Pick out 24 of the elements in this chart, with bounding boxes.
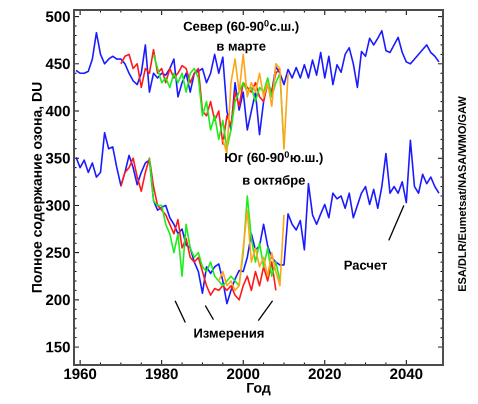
annotation: Расчет — [344, 260, 387, 270]
annotation: Измерения — [194, 328, 264, 340]
y-tick-label: 150 — [46, 342, 70, 352]
x-tick-label: 1980 — [146, 368, 178, 380]
annotation: Север (60-90$^{0}$с.ш.) — [184, 20, 299, 34]
line-series — [75, 132, 440, 304]
annotation: в марте — [217, 44, 266, 54]
y-tick-label: 500 — [46, 11, 70, 22]
y-tick-label: 300 — [46, 200, 70, 211]
annotation: Юг (60-90$^{0}$ю.ш.) — [225, 151, 323, 165]
text: ESA/DLR/Eumetsat/NASA/WMO/GAW — [458, 96, 466, 292]
y-axis-title: Полное содержание озона, DU — [32, 82, 45, 292]
y-tick-label: 450 — [46, 58, 70, 70]
x-tick-label: 2020 — [308, 368, 341, 380]
x-tick-label: 2000 — [227, 368, 260, 380]
y-tick-label: 200 — [46, 294, 70, 306]
annotation: в октябре — [243, 175, 305, 188]
x-axis-title: Год — [247, 383, 271, 396]
y-tick-label: 400 — [46, 106, 70, 116]
x-tick-label: 2040 — [390, 368, 422, 380]
y-tick-label: 350 — [46, 152, 70, 164]
line-series — [218, 209, 285, 292]
y-tick-label: 250 — [46, 247, 70, 258]
x-tick-label: 1960 — [64, 368, 96, 380]
